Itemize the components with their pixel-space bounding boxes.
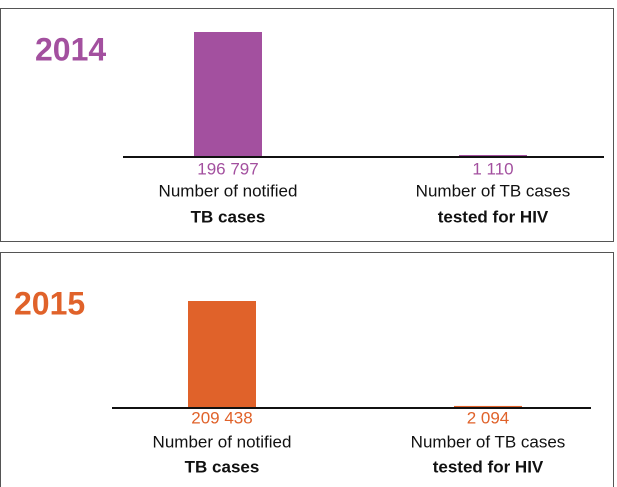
value-label: 196 797 — [197, 159, 258, 178]
bar — [454, 405, 522, 407]
category-label: Number of notified — [159, 181, 298, 200]
bar — [188, 301, 256, 407]
bar — [459, 155, 527, 156]
category-label: Number of TB cases — [416, 181, 571, 200]
panel-title: 2014 — [35, 31, 106, 67]
value-label: 2 094 — [467, 408, 510, 427]
panel-frame — [0, 8, 614, 242]
category-label: tested for HIV — [433, 457, 544, 476]
value-label: 209 438 — [191, 408, 252, 427]
category-label: Number of TB cases — [411, 432, 566, 451]
category-label: Number of notified — [153, 432, 292, 451]
value-label: 1 110 — [472, 159, 513, 178]
category-label: TB cases — [191, 207, 266, 226]
bar — [194, 32, 262, 156]
panel-title: 2015 — [14, 285, 85, 321]
category-label: TB cases — [185, 457, 260, 476]
panel-frame — [0, 252, 614, 487]
category-label: tested for HIV — [438, 207, 549, 226]
